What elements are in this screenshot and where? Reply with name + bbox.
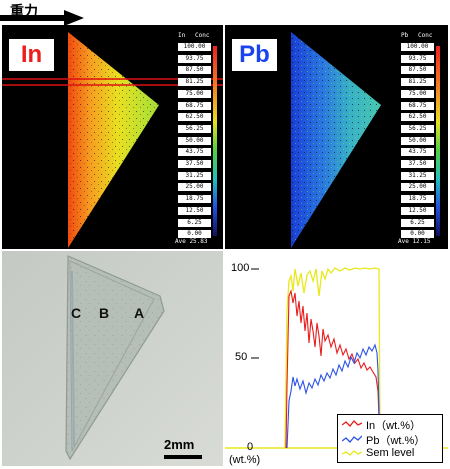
scale-tick: 93.75 [178, 54, 211, 63]
scale-tick: 81.25 [178, 78, 211, 87]
in-element-label: In [9, 39, 54, 71]
scale-tick: 62.50 [178, 113, 211, 122]
pb-map-image [291, 32, 381, 248]
gravity-arrow-icon [0, 10, 84, 26]
scale-tick: 18.75 [401, 195, 434, 204]
y-tick-50: 50 [235, 351, 248, 363]
scale-tick: 100.00 [178, 43, 211, 51]
in-map-panel: In In Conc 100.00 93.75 87.50 81.25 75.00 68.… [2, 25, 223, 249]
scale-tick: 50.00 [401, 136, 434, 145]
pb-scale-element: Pb [401, 32, 409, 39]
specimen-photo [2, 251, 223, 466]
scale-tick: 43.75 [178, 148, 211, 157]
legend-item-pb: Pb（wt.%） [342, 432, 442, 447]
y-unit-label: (wt.%) [229, 454, 261, 466]
scale-tick: 37.50 [178, 160, 211, 168]
y-tick-100: 100 [231, 262, 250, 274]
scale-tick: 12.50 [178, 206, 211, 215]
scale-bar [164, 455, 202, 459]
scale-tick: 100.00 [401, 43, 434, 51]
scale-tick: 68.75 [178, 101, 211, 110]
scale-tick: 25.00 [178, 183, 211, 192]
scale-tick: 12.50 [401, 206, 434, 215]
scale-tick: 56.25 [401, 124, 434, 133]
scale-tick: 6.25 [178, 218, 211, 227]
specimen-photo-panel: C B A 2mm [2, 251, 223, 466]
scale-tick: 43.75 [401, 148, 434, 157]
scale-tick: 50.00 [178, 136, 211, 145]
scale-tick: 62.50 [401, 113, 434, 122]
scale-tick: 75.00 [401, 89, 434, 98]
scale-tick: 31.25 [401, 171, 434, 180]
region-b-label: B [99, 305, 110, 321]
region-a-label: A [134, 305, 145, 321]
pb-map-panel: Pb Pb Conc 100.00 93.75 87.50 81.25 75.00 68.… [225, 25, 448, 249]
in-colorbar [213, 46, 217, 236]
scale-tick: 87.50 [401, 66, 434, 75]
region-c-label: C [71, 305, 82, 321]
composition-chart-panel: 100 50 0 (wt.%) In（wt.%） Pb（wt.%） Sem le… [225, 251, 448, 466]
legend-item-sem: Sem level [342, 447, 442, 461]
pb-scale-unit: Conc [418, 32, 433, 39]
scale-tick: 81.25 [401, 78, 434, 87]
y-tick-0: 0 [247, 441, 254, 453]
legend-swatch-sem [342, 450, 362, 456]
scale-tick: 0.00 [401, 230, 434, 239]
pb-element-label: Pb [232, 39, 277, 71]
scale-tick: 0.00 [178, 230, 211, 239]
pb-line [286, 343, 381, 449]
scale-tick: 93.75 [401, 54, 434, 63]
scale-tick: 18.75 [178, 195, 211, 204]
scale-tick: 68.75 [401, 101, 434, 110]
legend-label-sem: Sem level [366, 447, 415, 459]
in-line [285, 288, 381, 449]
scale-tick: 87.50 [178, 66, 211, 75]
in-scale-unit: Conc [195, 32, 210, 39]
in-average: Ave 25.83 [175, 238, 208, 245]
scale-tick: 6.25 [401, 218, 434, 227]
legend-swatch-in [342, 420, 362, 427]
legend-label-in: In（wt.%） [366, 420, 422, 432]
pb-colorbar [436, 46, 440, 236]
scale-tick: 75.00 [178, 89, 211, 98]
scale-tick: 25.00 [401, 183, 434, 192]
scale-bar-label: 2mm [164, 437, 195, 452]
scale-tick: 56.25 [178, 124, 211, 133]
scale-tick: 31.25 [178, 171, 211, 180]
pb-average: Ave 12.15 [398, 238, 431, 245]
sem-level-line [284, 267, 381, 449]
legend-label-pb: Pb（wt.%） [366, 435, 426, 447]
scale-tick: 37.50 [401, 160, 434, 168]
legend-swatch-pb [342, 435, 362, 443]
in-scale-element: In [178, 32, 186, 39]
chart-legend: In（wt.%） Pb（wt.%） Sem level [337, 414, 443, 463]
legend-item-in: In（wt.%） [342, 417, 442, 432]
